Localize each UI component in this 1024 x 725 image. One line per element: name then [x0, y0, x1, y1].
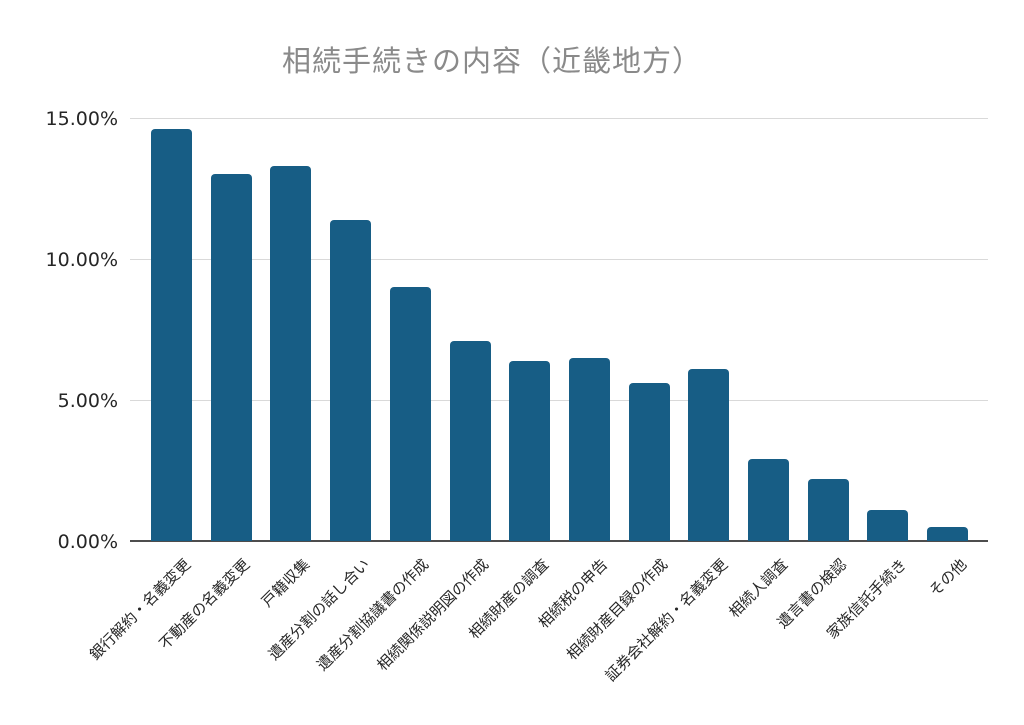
x-axis-label: 相続関係説明図の作成	[373, 555, 493, 675]
bar	[210, 174, 252, 541]
bar	[628, 383, 670, 541]
chart-title: 相続手続きの内容（近畿地方）	[281, 44, 702, 78]
bar	[151, 129, 192, 541]
bar	[568, 357, 610, 541]
gridline	[130, 400, 988, 401]
bar	[389, 287, 431, 541]
x-axis-label: 相続財産目録の作成	[563, 555, 672, 664]
bar	[449, 340, 491, 541]
bar	[330, 219, 372, 541]
y-tick-label: 10.00%	[45, 249, 118, 271]
bar	[270, 165, 312, 541]
y-tick-label: 15.00%	[45, 108, 118, 130]
x-axis-label: 銀行解約・名義変更	[85, 555, 194, 664]
gridline	[130, 118, 988, 119]
bar	[509, 360, 551, 541]
bar	[867, 509, 909, 541]
bar	[748, 459, 789, 541]
y-tick-label: 5.00%	[57, 390, 118, 412]
x-axis-label: 遺産分割協議書の作成	[313, 555, 433, 675]
bar	[927, 526, 969, 541]
bar	[807, 478, 849, 541]
x-axis-label: その他	[925, 555, 970, 600]
x-axis-label: 遺産分割の話し合い	[264, 555, 373, 664]
gridline	[130, 259, 988, 260]
y-tick-label: 0.00%	[57, 531, 118, 553]
x-axis-label: 戸籍収集	[257, 555, 314, 611]
bar	[688, 368, 730, 541]
x-axis-line	[130, 540, 988, 542]
